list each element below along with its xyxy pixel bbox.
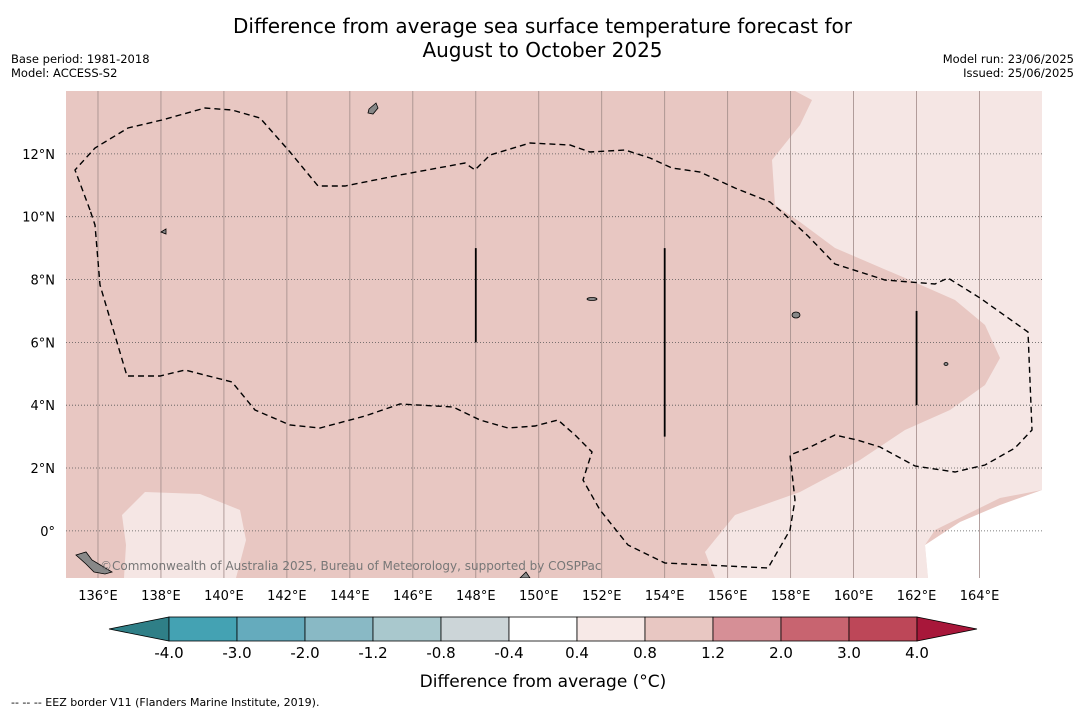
- longitude-tick-labels: 136°E 138°E 140°E 142°E 144°E 146°E 148°E 150°E…: [78, 589, 999, 604]
- colorbar-tick-9: 2.0: [769, 644, 793, 662]
- lat-label-12: 12°N: [22, 148, 55, 163]
- lat-label-4: 4°N: [31, 399, 56, 414]
- model-name: Model: ACCESS-S2: [11, 66, 118, 80]
- lon-label-160: 160°E: [834, 589, 874, 604]
- island-east: [791, 311, 801, 319]
- colorbar-bin-3: [304, 616, 374, 642]
- colorbar-bin-10: [780, 616, 850, 642]
- colorbar-bin-1: [168, 616, 238, 642]
- island-cluster-southwest: [75, 551, 113, 575]
- colorbar-bin-8: [644, 616, 714, 642]
- map-title: Difference from average sea surface temp…: [0, 14, 1085, 62]
- island-central: [586, 297, 598, 301]
- anomaly-light-region-northeast: [705, 91, 1042, 578]
- lon-label-164: 164°E: [960, 589, 1000, 604]
- lat-label-0: 0°: [40, 525, 55, 540]
- lat-label-6: 6°N: [31, 336, 56, 351]
- lon-label-146: 146°E: [393, 589, 433, 604]
- lon-label-136: 136°E: [78, 589, 118, 604]
- lon-label-142: 142°E: [267, 589, 307, 604]
- lon-label-156: 156°E: [708, 589, 748, 604]
- colorbar-high-extend: [916, 616, 978, 642]
- lon-label-152: 152°E: [582, 589, 622, 604]
- colorbar-bin-2: [236, 616, 306, 642]
- colorbar: -4.0 -3.0 -2.0 -1.2 -0.8 -0.4 0.4 0.8 1.2 2.0 3.0 4…: [108, 616, 978, 662]
- lon-label-144: 144°E: [330, 589, 370, 604]
- map-panel: ©Commonwealth of Australia 2025, Bureau …: [66, 91, 1042, 578]
- lon-label-140: 140°E: [204, 589, 244, 604]
- island-north: [367, 102, 379, 115]
- eez-solid-segments: [474, 248, 918, 437]
- lon-label-154: 154°E: [645, 589, 685, 604]
- colorbar-tick-5: -0.4: [494, 644, 523, 662]
- eez-dashed-border: [74, 107, 1033, 569]
- islands: [75, 102, 949, 578]
- island-west: [160, 228, 167, 235]
- colorbar-label: Difference from average (°C): [420, 672, 667, 692]
- colorbar-tick-8: 1.2: [701, 644, 725, 662]
- colorbar-bin-4: [372, 616, 442, 642]
- colorbar-tick-3: -1.2: [358, 644, 387, 662]
- lon-label-138: 138°E: [141, 589, 181, 604]
- colorbar-tick-2: -2.0: [290, 644, 319, 662]
- meta-left: Base period: 1981-2018 Model: ACCESS-S2: [11, 52, 150, 80]
- colorbar-tick-7: 0.8: [633, 644, 657, 662]
- colorbar-low-extend: [108, 616, 170, 642]
- colorbar-bin-11: [848, 616, 918, 642]
- base-period: Base period: 1981-2018: [11, 52, 150, 66]
- eez-footnote: -- -- -- EEZ border V11 (Flanders Marine…: [11, 696, 320, 709]
- island-far-east: [943, 362, 949, 366]
- anomaly-neutral-region-southeast: [925, 490, 1042, 578]
- model-run: Model run: 23/06/2025: [942, 52, 1074, 66]
- lon-label-158: 158°E: [771, 589, 811, 604]
- lon-label-162: 162°E: [897, 589, 937, 604]
- latitude-tick-labels: 12°N 10°N 8°N 6°N 4°N 2°N 0°: [22, 148, 55, 540]
- island-south: [519, 571, 531, 578]
- issued-date: Issued: 25/06/2025: [963, 66, 1074, 80]
- colorbar-bin-5: [440, 616, 510, 642]
- colorbar-bin-7: [576, 616, 646, 642]
- colorbar-tick-0: -4.0: [154, 644, 183, 662]
- colorbar-tick-10: 3.0: [837, 644, 861, 662]
- lat-label-2: 2°N: [31, 462, 56, 477]
- lat-label-10: 10°N: [22, 211, 55, 226]
- copyright-notice: ©Commonwealth of Australia 2025, Bureau …: [100, 559, 602, 573]
- title-line-2: August to October 2025: [422, 38, 663, 62]
- lon-label-148: 148°E: [456, 589, 496, 604]
- title-line-1: Difference from average sea surface temp…: [232, 14, 852, 38]
- colorbar-tick-11: 4.0: [905, 644, 929, 662]
- colorbar-bin-6: [508, 616, 578, 642]
- colorbar-tick-6: 0.4: [565, 644, 589, 662]
- lat-label-8: 8°N: [31, 274, 56, 289]
- colorbar-tick-4: -0.8: [426, 644, 455, 662]
- meta-right: Model run: 23/06/2025 Issued: 25/06/2025: [943, 52, 1074, 80]
- lon-label-150: 150°E: [519, 589, 559, 604]
- colorbar-bin-9: [712, 616, 782, 642]
- graticule: [66, 91, 1042, 578]
- anomaly-light-region-southwest: [122, 492, 246, 578]
- colorbar-tick-1: -3.0: [222, 644, 251, 662]
